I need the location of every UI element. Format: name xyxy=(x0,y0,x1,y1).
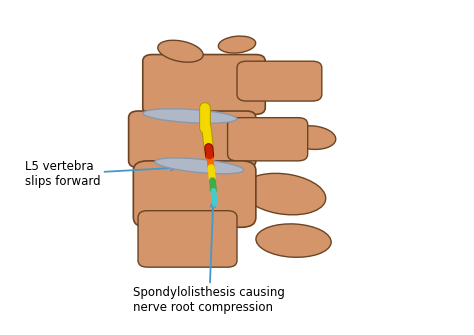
Ellipse shape xyxy=(143,109,237,123)
Ellipse shape xyxy=(219,36,255,53)
Text: Spondylolisthesis causing
nerve root compression: Spondylolisthesis causing nerve root com… xyxy=(133,202,285,314)
Ellipse shape xyxy=(158,40,203,62)
FancyBboxPatch shape xyxy=(133,161,256,227)
Text: L5 vertebra
slips forward: L5 vertebra slips forward xyxy=(25,160,176,188)
FancyBboxPatch shape xyxy=(143,55,265,114)
FancyBboxPatch shape xyxy=(228,118,308,161)
FancyBboxPatch shape xyxy=(237,61,322,101)
Ellipse shape xyxy=(155,158,244,174)
Ellipse shape xyxy=(289,126,336,149)
Ellipse shape xyxy=(243,173,326,215)
FancyBboxPatch shape xyxy=(128,111,256,168)
Ellipse shape xyxy=(256,224,331,257)
FancyBboxPatch shape xyxy=(138,211,237,267)
